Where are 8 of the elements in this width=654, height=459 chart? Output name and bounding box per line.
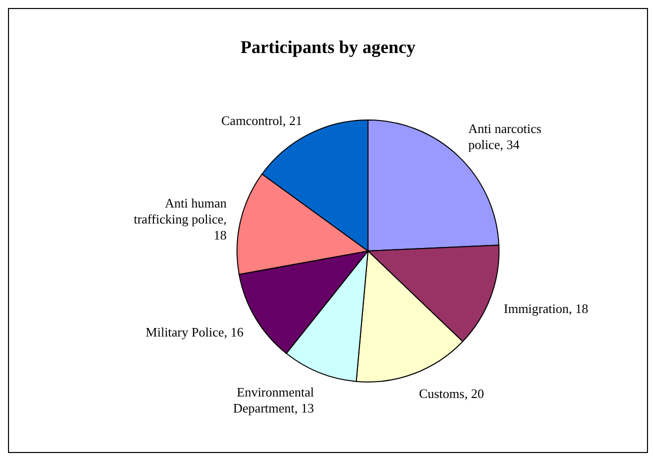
slice-label: Military Police, 16 xyxy=(146,324,244,339)
slice-label: Immigration, 18 xyxy=(504,300,588,316)
slice-label: Customs, 20 xyxy=(418,385,484,400)
slice-label: Camcontrol, 21 xyxy=(221,112,302,128)
slice-label: Environmental Department, 13 xyxy=(233,384,314,416)
chart-title: Participants by agency xyxy=(240,37,416,58)
slice-label: Anti human trafficking police, 18 xyxy=(134,195,228,242)
slice-label: Anti narcotics police, 34 xyxy=(468,120,542,152)
